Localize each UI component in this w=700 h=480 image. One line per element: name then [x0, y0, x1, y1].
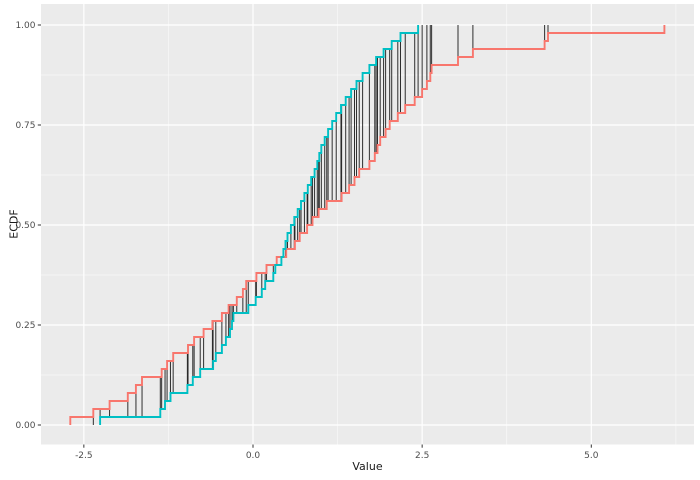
y-tick-label: 0.50 [15, 221, 35, 231]
y-axis-title: ECDF [7, 209, 21, 239]
y-tick-label: 1.00 [15, 21, 35, 31]
ecdf-line-cyan [99, 25, 420, 425]
plot-panel [41, 4, 694, 445]
ecdf-line-red [69, 25, 666, 425]
x-tick-label: 5.0 [584, 451, 599, 461]
x-tick-label: -2.5 [75, 451, 93, 461]
x-tick-label: 2.5 [415, 451, 429, 461]
y-tick-label: 0.25 [15, 321, 35, 331]
y-tick-label: 0.75 [15, 121, 35, 131]
x-axis-title: Value [352, 460, 383, 473]
y-tick-label: 0.00 [15, 421, 35, 431]
x-tick-label: 0.0 [246, 451, 261, 461]
